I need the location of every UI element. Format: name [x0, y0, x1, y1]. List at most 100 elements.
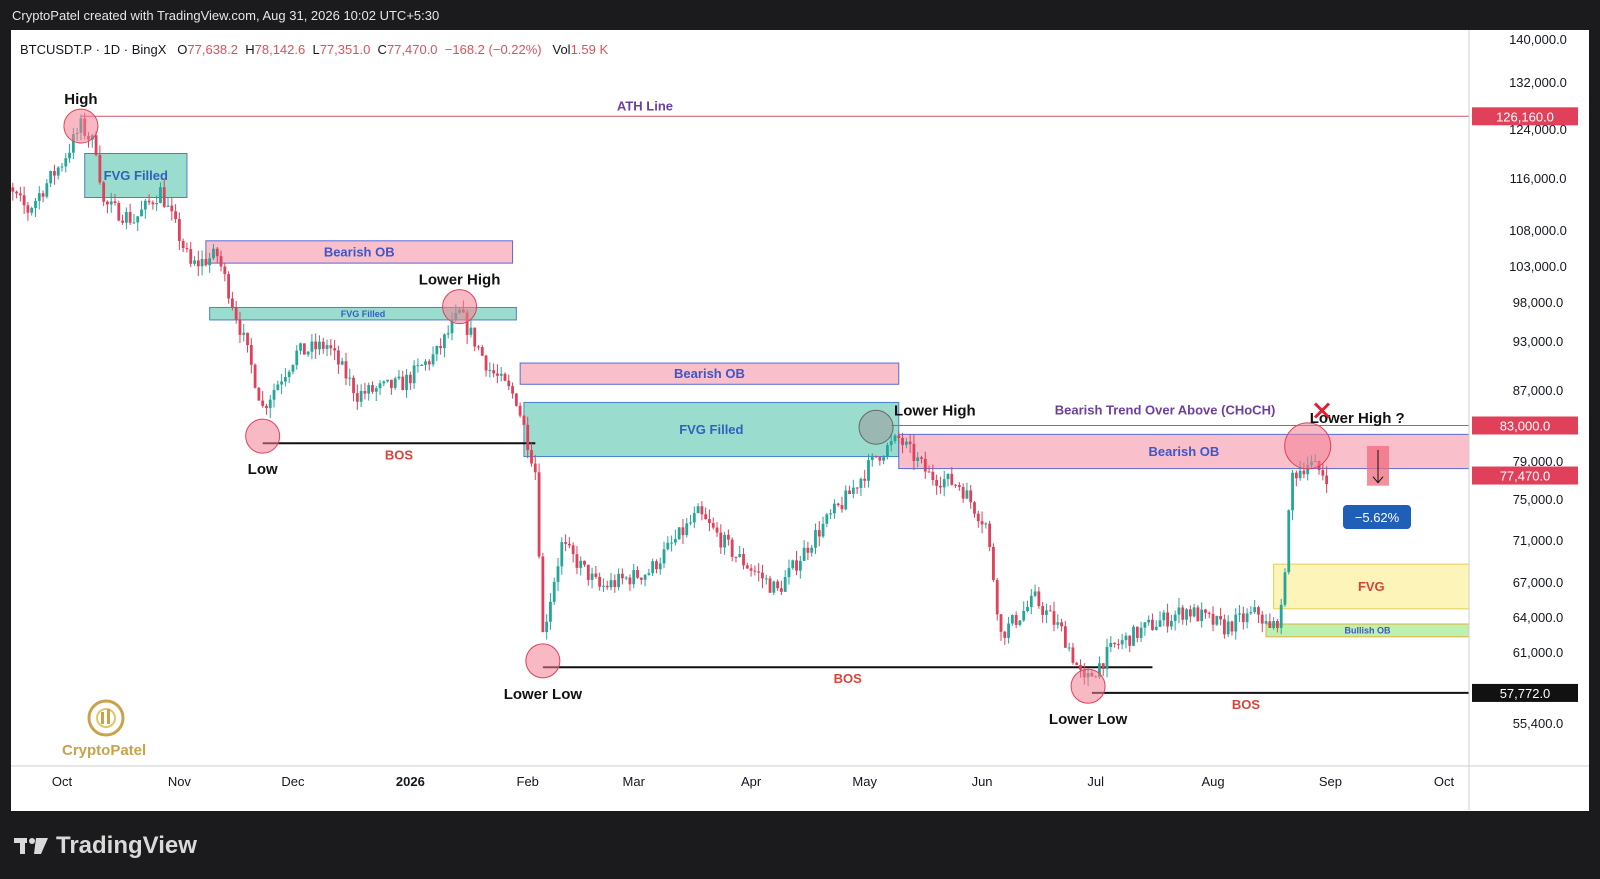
candle-body[interactable] — [1321, 470, 1325, 476]
candle-body[interactable] — [424, 361, 427, 365]
candle-body[interactable] — [779, 588, 783, 592]
candle-body[interactable] — [325, 345, 329, 349]
candle-body[interactable] — [189, 249, 193, 264]
candle-body[interactable] — [567, 543, 571, 546]
candle-body[interactable] — [1105, 646, 1109, 669]
candle-body[interactable] — [810, 547, 814, 553]
candle-body[interactable] — [1200, 609, 1204, 622]
zone-pink-3[interactable] — [519, 362, 900, 385]
candle-body[interactable] — [333, 348, 337, 351]
candle-body[interactable] — [393, 378, 397, 388]
candle-body[interactable] — [287, 371, 291, 378]
candle-body[interactable] — [1169, 620, 1173, 627]
candle-body[interactable] — [477, 346, 480, 348]
candle-body[interactable] — [636, 569, 639, 578]
candle-body[interactable] — [980, 521, 984, 525]
candle-body[interactable] — [155, 203, 159, 205]
candle-body[interactable] — [927, 471, 931, 473]
candle-body[interactable] — [208, 258, 212, 266]
candle-body[interactable] — [443, 334, 446, 349]
candle-body[interactable] — [473, 327, 477, 347]
candle-body[interactable] — [408, 374, 412, 384]
candle-body[interactable] — [68, 152, 71, 159]
candle-body[interactable] — [931, 471, 935, 481]
candle-body[interactable] — [15, 191, 18, 194]
candle-body[interactable] — [723, 534, 727, 548]
candle-body[interactable] — [265, 405, 268, 409]
candle-body[interactable] — [696, 506, 700, 514]
candle-body[interactable] — [897, 435, 901, 439]
candle-body[interactable] — [1067, 647, 1071, 649]
candle-body[interactable] — [833, 503, 836, 514]
candle-body[interactable] — [867, 460, 870, 481]
candle-body[interactable] — [798, 560, 802, 571]
candle-body[interactable] — [53, 171, 56, 176]
candle-body[interactable] — [439, 345, 443, 349]
candle-body[interactable] — [1219, 615, 1223, 620]
candle-body[interactable] — [556, 566, 560, 582]
candle-body[interactable] — [106, 201, 109, 205]
candle-body[interactable] — [605, 585, 609, 588]
candle-body[interactable] — [386, 379, 390, 382]
candle-body[interactable] — [1124, 635, 1128, 641]
candle-body[interactable] — [738, 554, 742, 557]
candle-body[interactable] — [761, 572, 764, 579]
candle-body[interactable] — [643, 574, 647, 580]
candle-body[interactable] — [1215, 615, 1219, 625]
zone-teal-2[interactable] — [209, 306, 517, 321]
candle-body[interactable] — [11, 187, 15, 192]
candle-body[interactable] — [874, 455, 878, 458]
swing-marker-3[interactable] — [525, 643, 561, 679]
candle-body[interactable] — [295, 350, 299, 366]
candle-body[interactable] — [620, 573, 624, 579]
candle-body[interactable] — [791, 560, 795, 569]
candle-body[interactable] — [348, 377, 352, 379]
candle-body[interactable] — [367, 385, 371, 394]
candle-body[interactable] — [272, 389, 276, 400]
candle-body[interactable] — [552, 581, 556, 602]
candle-body[interactable] — [1302, 470, 1306, 475]
candle-body[interactable] — [1026, 606, 1029, 611]
candle-body[interactable] — [745, 565, 749, 569]
candle-body[interactable] — [829, 513, 833, 515]
candle-body[interactable] — [238, 319, 242, 335]
candle-body[interactable] — [923, 458, 927, 472]
candle-body[interactable] — [692, 513, 696, 523]
candle-body[interactable] — [651, 561, 655, 574]
candle-body[interactable] — [102, 182, 106, 202]
candle-body[interactable] — [181, 240, 185, 249]
candle-body[interactable] — [1188, 609, 1192, 617]
candle-body[interactable] — [1173, 614, 1177, 621]
candle-body[interactable] — [166, 205, 170, 207]
candle-body[interactable] — [1075, 662, 1079, 665]
candle-body[interactable] — [742, 554, 745, 566]
candle-body[interactable] — [1204, 609, 1207, 613]
candle-body[interactable] — [268, 399, 272, 409]
candle-body[interactable] — [1052, 611, 1056, 625]
candle-body[interactable] — [435, 345, 439, 355]
candle-body[interactable] — [121, 220, 124, 223]
candle-body[interactable] — [704, 514, 708, 520]
candle-body[interactable] — [730, 539, 734, 557]
candle-body[interactable] — [992, 546, 995, 581]
candle-body[interactable] — [836, 503, 840, 506]
candle-body[interactable] — [174, 211, 177, 220]
candle-body[interactable] — [94, 135, 98, 155]
pct-badge[interactable] — [1343, 505, 1411, 529]
swing-marker-5[interactable] — [1070, 668, 1106, 704]
candle-body[interactable] — [901, 438, 904, 445]
candle-body[interactable] — [1294, 472, 1298, 479]
candle-body[interactable] — [204, 259, 208, 266]
candle-body[interactable] — [446, 333, 450, 335]
candle-body[interactable] — [378, 383, 382, 389]
candle-body[interactable] — [1056, 622, 1060, 625]
candle-body[interactable] — [363, 390, 367, 394]
candle-body[interactable] — [405, 374, 408, 391]
candle-body[interactable] — [26, 205, 30, 213]
candle-body[interactable] — [1132, 626, 1135, 646]
candle-body[interactable] — [401, 376, 405, 391]
candle-body[interactable] — [1249, 612, 1253, 614]
candle-body[interactable] — [973, 502, 976, 514]
candle-body[interactable] — [246, 332, 249, 346]
